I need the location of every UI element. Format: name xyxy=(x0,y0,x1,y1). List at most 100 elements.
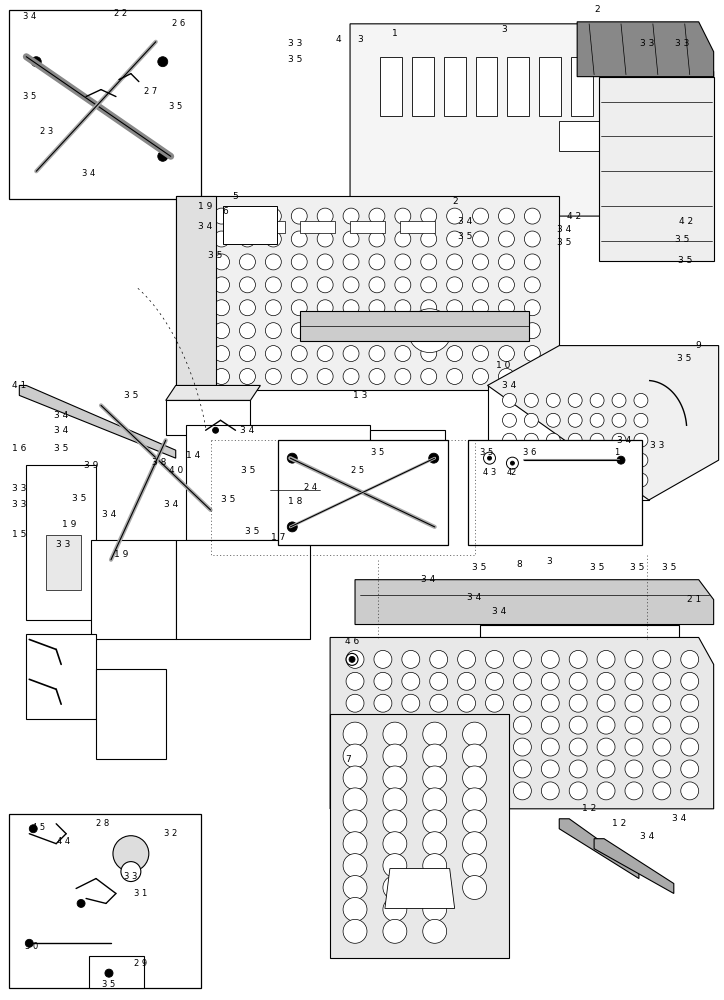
Circle shape xyxy=(524,413,539,427)
Circle shape xyxy=(383,832,407,856)
Text: 3 3: 3 3 xyxy=(640,39,654,48)
Circle shape xyxy=(447,277,463,293)
Circle shape xyxy=(317,346,333,362)
Circle shape xyxy=(213,427,219,433)
Circle shape xyxy=(499,208,515,224)
Bar xyxy=(278,440,447,545)
Bar xyxy=(508,57,529,116)
Circle shape xyxy=(473,208,489,224)
Circle shape xyxy=(214,369,230,384)
Circle shape xyxy=(458,650,476,668)
Text: 3 4: 3 4 xyxy=(198,222,213,231)
Polygon shape xyxy=(300,311,529,341)
Text: 4 0: 4 0 xyxy=(169,466,183,475)
Circle shape xyxy=(343,854,367,878)
Polygon shape xyxy=(487,385,649,500)
Circle shape xyxy=(423,810,447,834)
Circle shape xyxy=(430,694,447,712)
Circle shape xyxy=(29,825,37,833)
Text: 1 0: 1 0 xyxy=(496,361,510,370)
Circle shape xyxy=(447,300,463,316)
Circle shape xyxy=(423,766,447,790)
Circle shape xyxy=(188,231,203,247)
Circle shape xyxy=(569,716,587,734)
Polygon shape xyxy=(26,465,96,620)
Text: 6: 6 xyxy=(223,207,228,216)
Text: 1 7: 1 7 xyxy=(271,533,285,542)
Text: 3 3: 3 3 xyxy=(288,39,303,48)
Circle shape xyxy=(402,694,420,712)
Circle shape xyxy=(402,672,420,690)
Text: 3 5: 3 5 xyxy=(678,256,692,265)
Circle shape xyxy=(214,323,230,339)
Circle shape xyxy=(421,323,437,339)
Circle shape xyxy=(634,433,648,447)
Circle shape xyxy=(524,473,539,487)
Circle shape xyxy=(463,854,487,878)
Text: 3 5: 3 5 xyxy=(676,354,691,363)
Circle shape xyxy=(625,650,643,668)
Circle shape xyxy=(346,782,364,800)
Text: 3 5: 3 5 xyxy=(590,563,605,572)
Circle shape xyxy=(369,300,385,316)
Bar xyxy=(9,814,201,988)
Circle shape xyxy=(653,760,671,778)
Text: 3 4: 3 4 xyxy=(557,225,571,234)
Circle shape xyxy=(513,650,531,668)
Circle shape xyxy=(291,277,307,293)
Circle shape xyxy=(421,208,437,224)
Circle shape xyxy=(473,277,489,293)
Circle shape xyxy=(502,453,516,467)
Circle shape xyxy=(612,393,626,407)
Circle shape xyxy=(547,433,560,447)
Circle shape xyxy=(346,672,364,690)
Text: 1 8: 1 8 xyxy=(288,497,303,506)
Circle shape xyxy=(547,413,560,427)
Circle shape xyxy=(240,323,256,339)
Text: 1 6: 1 6 xyxy=(12,444,27,453)
Circle shape xyxy=(681,738,699,756)
Circle shape xyxy=(240,254,256,270)
Circle shape xyxy=(240,346,256,362)
Circle shape xyxy=(343,897,367,921)
Circle shape xyxy=(158,57,168,67)
Bar xyxy=(222,206,277,244)
Circle shape xyxy=(282,476,309,504)
Circle shape xyxy=(343,919,367,943)
Text: 3 3: 3 3 xyxy=(125,872,138,881)
Circle shape xyxy=(317,231,333,247)
Circle shape xyxy=(343,810,367,834)
Circle shape xyxy=(430,716,447,734)
Circle shape xyxy=(346,653,358,665)
Polygon shape xyxy=(96,669,166,759)
Circle shape xyxy=(542,694,559,712)
Circle shape xyxy=(317,254,333,270)
Circle shape xyxy=(447,208,463,224)
Text: 4 1: 4 1 xyxy=(12,381,27,390)
Circle shape xyxy=(487,456,492,460)
Circle shape xyxy=(681,716,699,734)
Circle shape xyxy=(121,862,141,882)
Circle shape xyxy=(346,694,364,712)
Text: 1 9: 1 9 xyxy=(198,202,213,211)
Circle shape xyxy=(240,231,256,247)
Circle shape xyxy=(513,738,531,756)
Circle shape xyxy=(524,346,540,362)
Circle shape xyxy=(374,694,392,712)
Circle shape xyxy=(612,433,626,447)
Circle shape xyxy=(502,413,516,427)
Circle shape xyxy=(291,323,307,339)
Circle shape xyxy=(568,453,582,467)
Text: 3 4: 3 4 xyxy=(640,832,654,841)
Circle shape xyxy=(317,323,333,339)
Circle shape xyxy=(612,453,626,467)
Text: 3 3: 3 3 xyxy=(12,500,27,509)
Text: 2 8: 2 8 xyxy=(96,819,109,828)
Circle shape xyxy=(291,369,307,384)
Bar xyxy=(89,956,144,988)
Circle shape xyxy=(473,254,489,270)
Circle shape xyxy=(524,323,540,339)
Bar xyxy=(476,57,497,116)
Bar xyxy=(9,10,201,199)
Polygon shape xyxy=(355,580,714,625)
